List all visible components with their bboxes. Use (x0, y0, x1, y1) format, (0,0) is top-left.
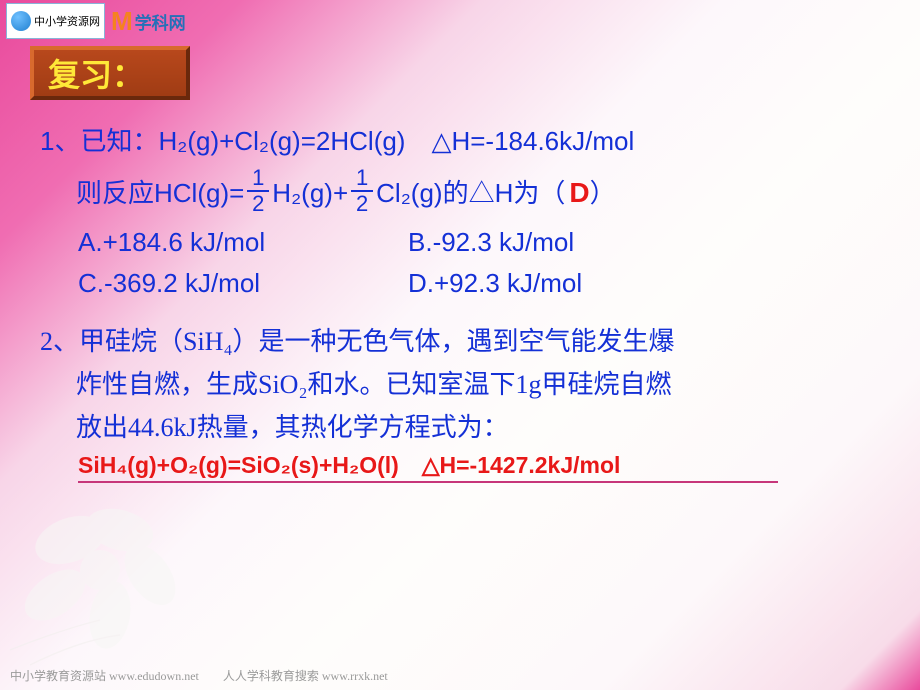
logo-xueke: M 学科网 (111, 6, 186, 37)
q1-answer: D (569, 172, 589, 214)
q1-prefix: 1、已知： (40, 126, 158, 156)
frac-den2: 2 (356, 193, 368, 215)
q2-line1: 2、甲硅烷（SiH₄）是一种无色气体，遇到空气能发生爆 (40, 321, 870, 364)
q1-line2-end: ） (590, 174, 616, 213)
frac-num: 1 (252, 167, 264, 189)
option-b: B.-92.3 kJ/mol (408, 227, 708, 258)
q1-line2: 则反应HCl(g)= 1 2 H₂(g)+ 1 2 Cl₂(g)的△H为（ D … (40, 169, 870, 217)
logo-letter-icon: M (111, 6, 133, 37)
logo-resource-net: 中小学资源网 (6, 3, 105, 39)
review-title-box: 复习： (30, 46, 190, 100)
footer-text: 中小学教育资源站 www.edudown.net 人人学科教育搜索 www.rr… (10, 667, 388, 684)
logo-left-text: 中小学资源网 (34, 13, 100, 29)
option-c: C.-369.2 kJ/mol (78, 268, 378, 299)
top-logo-bar: 中小学资源网 M 学科网 (6, 3, 186, 39)
q1-given-eq: H₂(g)+Cl₂(g)=2HCl(g) △H=-184.6kJ/mol (158, 126, 634, 156)
q2-answer: SiH₄(g)+O₂(g)=SiO₂(s)+H₂O(l) △H=-1427.2k… (78, 452, 620, 478)
option-a: A.+184.6 kJ/mol (78, 227, 378, 258)
frac-den: 2 (252, 193, 264, 215)
logo-right-text: 学科网 (135, 9, 186, 34)
fraction-half-2: 1 2 (351, 167, 373, 215)
content-area: 1、已知：H₂(g)+Cl₂(g)=2HCl(g) △H=-184.6kJ/mo… (40, 122, 870, 483)
globe-icon (11, 11, 31, 31)
review-title: 复习： (48, 50, 144, 96)
q2-answer-underline: SiH₄(g)+O₂(g)=SiO₂(s)+H₂O(l) △H=-1427.2k… (78, 452, 778, 483)
q2-block: 2、甲硅烷（SiH₄）是一种无色气体，遇到空气能发生爆 炸性自燃，生成SiO₂和… (40, 321, 870, 450)
q1-line2-pre: 则反应HCl(g)= (76, 174, 244, 213)
flower-decoration-icon (0, 480, 220, 670)
frac-num2: 1 (356, 167, 368, 189)
slide-background: 中小学资源网 M 学科网 复习： 1、已知：H₂(g (0, 0, 920, 690)
q2-line2: 炸性自燃，生成SiO₂和水。已知室温下1g甲硅烷自燃 (40, 364, 870, 407)
fraction-half-1: 1 2 (247, 167, 269, 215)
q1-line2-mid1: H₂(g)+ (272, 174, 348, 213)
q1-line1: 1、已知：H₂(g)+Cl₂(g)=2HCl(g) △H=-184.6kJ/mo… (40, 122, 870, 161)
q2-line3: 放出44.6kJ热量，其热化学方程式为： (40, 407, 870, 450)
q1-line2-mid2: Cl₂(g)的△H为（ (376, 174, 565, 213)
option-d: D.+92.3 kJ/mol (408, 268, 708, 299)
q1-options: A.+184.6 kJ/mol B.-92.3 kJ/mol C.-369.2 … (78, 227, 870, 299)
